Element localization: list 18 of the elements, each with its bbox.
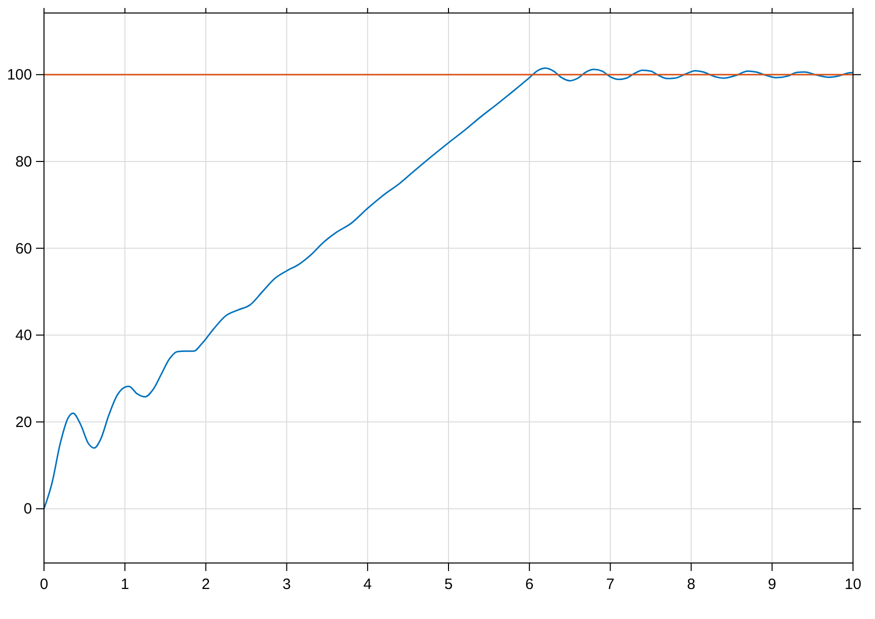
line-series	[44, 67, 853, 510]
x-tick-label: 3	[282, 576, 291, 593]
y-tick-label: 100	[6, 66, 32, 84]
x-tick-label: 1	[120, 576, 130, 593]
y-tick-label: 80	[15, 153, 32, 170]
y-tick-label: 20	[15, 414, 32, 431]
y-tick-label: 40	[15, 327, 32, 344]
x-tick-label: 6	[525, 576, 534, 593]
x-tick-label: 7	[606, 576, 614, 593]
y-tick-label: 0	[24, 500, 32, 518]
x-tick-label: 10	[844, 576, 862, 593]
x-tick-label: 0	[40, 576, 48, 593]
x-tick-label: 9	[768, 576, 776, 593]
x-tick-label: 4	[363, 576, 372, 593]
x-tick-label: 8	[687, 576, 696, 593]
y-tick-label: 60	[15, 240, 32, 258]
x-tick-label: 2	[202, 576, 210, 593]
x-tick-label: 5	[444, 576, 453, 593]
